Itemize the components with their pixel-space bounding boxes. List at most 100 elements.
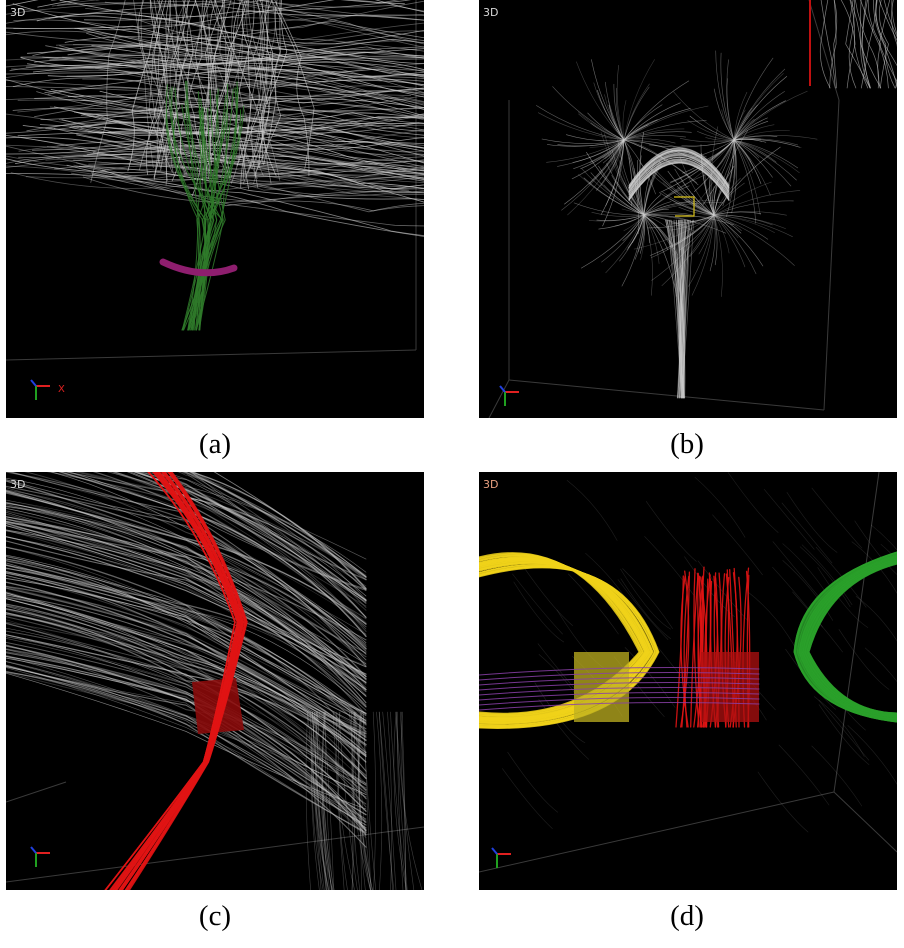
white-fiber xyxy=(6,587,367,741)
white-fiber xyxy=(242,0,265,180)
green-fiber xyxy=(802,558,897,718)
white-fiber xyxy=(617,139,645,216)
green-fiber xyxy=(187,116,229,331)
arch-fiber xyxy=(628,161,730,200)
white-fiber xyxy=(322,711,335,890)
white-fiber xyxy=(733,139,762,185)
corner-fiber xyxy=(845,0,871,89)
white-fiber xyxy=(49,106,424,131)
white-fiber xyxy=(165,0,188,163)
white-fiber xyxy=(56,140,424,175)
white-fiber xyxy=(581,214,645,269)
yellow-fiber xyxy=(479,562,654,725)
white-fiber xyxy=(733,90,808,141)
white-fiber xyxy=(6,72,424,89)
stem-fiber xyxy=(678,219,683,399)
white-fiber xyxy=(153,0,186,174)
white-fiber xyxy=(6,520,367,697)
white-fiber xyxy=(48,4,424,21)
white-fiber xyxy=(687,120,735,141)
corner-fiber xyxy=(878,0,897,41)
panel-a-3d-view[interactable]: X 3D xyxy=(6,0,424,418)
white-fiber xyxy=(400,711,406,890)
white-fiber xyxy=(322,711,333,890)
panel-b-3d-view[interactable]: 3D xyxy=(479,0,897,418)
white-fiber xyxy=(713,214,764,267)
faint-fiber xyxy=(781,502,833,564)
panel-d-3d-view[interactable]: 3D xyxy=(479,472,897,890)
white-fiber xyxy=(643,185,690,216)
x-axis-label: X xyxy=(58,384,65,395)
white-fiber xyxy=(643,214,667,241)
white-fiber xyxy=(733,139,757,224)
white-fiber xyxy=(623,124,649,141)
white-fiber xyxy=(62,56,424,76)
roi-box-red xyxy=(701,652,759,722)
white-fiber xyxy=(604,133,645,216)
white-fiber xyxy=(86,142,424,156)
white-fiber xyxy=(643,214,726,234)
white-fiber xyxy=(572,139,625,163)
white-fiber xyxy=(596,139,625,191)
white-fiber xyxy=(588,214,645,222)
white-fiber xyxy=(34,98,424,164)
stem-fiber xyxy=(669,219,683,399)
white-fiber xyxy=(589,139,625,163)
faint-fiber xyxy=(838,629,890,690)
panel-c-3d-view[interactable]: 3D xyxy=(6,472,424,890)
white-fiber xyxy=(6,563,367,719)
stem-fiber xyxy=(677,219,683,399)
white-fiber xyxy=(6,671,367,834)
faint-fiber xyxy=(622,568,673,629)
white-fiber xyxy=(6,593,367,738)
white-fiber xyxy=(653,168,715,216)
arch-fiber xyxy=(628,161,730,200)
white-fiber xyxy=(6,613,367,758)
white-fiber xyxy=(51,0,424,41)
stem-fiber xyxy=(679,219,684,399)
z-axis-indicator xyxy=(30,846,37,854)
white-fiber xyxy=(6,670,367,835)
white-fiber xyxy=(214,0,277,176)
white-fiber xyxy=(713,214,757,275)
white-fiber xyxy=(6,572,367,721)
white-fiber xyxy=(338,711,358,890)
bounding-box-edge xyxy=(6,781,67,803)
white-fiber xyxy=(6,540,367,697)
white-fiber xyxy=(610,139,625,173)
white-fiber xyxy=(39,112,424,133)
white-fiber xyxy=(73,159,424,182)
white-fiber xyxy=(733,139,798,169)
corner-fiber xyxy=(820,0,836,89)
faint-fiber xyxy=(847,725,897,785)
corner-fiber xyxy=(867,0,882,89)
white-fiber xyxy=(82,176,424,204)
white-fiber xyxy=(587,112,625,141)
white-fiber xyxy=(6,516,367,677)
white-fiber xyxy=(6,518,367,707)
faint-fiber xyxy=(694,477,746,538)
white-fiber xyxy=(611,175,645,216)
white-fiber xyxy=(6,522,367,683)
white-fiber xyxy=(351,711,354,890)
white-fiber xyxy=(378,711,393,890)
white-fiber xyxy=(212,0,232,177)
white-fiber xyxy=(6,505,367,692)
white-fiber xyxy=(589,139,625,148)
white-fiber xyxy=(246,0,281,181)
white-fiber xyxy=(643,208,669,216)
stem-fiber xyxy=(678,219,685,399)
panel-d-view-label: 3D xyxy=(483,478,499,491)
white-fiber xyxy=(6,641,367,786)
white-fiber xyxy=(733,139,777,163)
arch-fiber xyxy=(628,160,730,199)
white-fiber xyxy=(733,100,786,141)
white-fiber xyxy=(634,214,645,260)
white-fiber xyxy=(6,554,367,711)
white-fiber xyxy=(351,711,371,890)
white-fiber xyxy=(6,666,367,826)
white-fiber xyxy=(66,164,424,181)
white-fiber xyxy=(235,0,255,190)
stem-fiber xyxy=(681,219,684,399)
white-fiber xyxy=(6,480,367,625)
